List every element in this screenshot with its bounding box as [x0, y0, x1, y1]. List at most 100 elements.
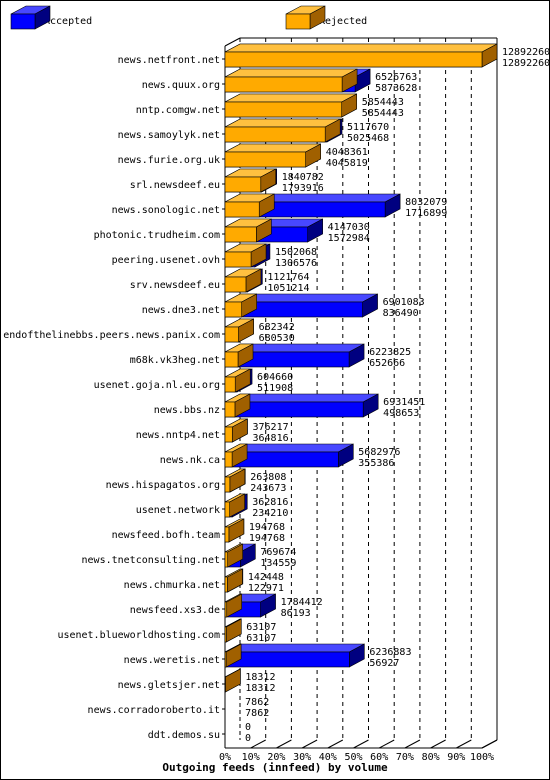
category-label: news.dne3.net	[142, 305, 220, 316]
floor-line	[301, 739, 318, 749]
value-label-rejected: 1306576	[275, 258, 317, 269]
value-label-accepted: 769674	[260, 547, 296, 558]
value-label-rejected: 680530	[259, 333, 295, 344]
value-label-accepted: 142448	[248, 572, 284, 583]
legend-swatch-rejected	[285, 5, 326, 30]
floor-line	[327, 739, 344, 749]
category-label: news.corradoroberto.it	[88, 705, 220, 716]
bar-rejected	[224, 118, 341, 143]
x-tick-label: 50%	[344, 752, 362, 763]
x-tick-label: 60%	[370, 752, 388, 763]
value-label-rejected: 12892260	[502, 58, 550, 69]
category-label: usenet.network	[136, 505, 220, 516]
value-label-accepted: 7862	[245, 697, 269, 708]
bar-rejected	[224, 618, 242, 643]
category-label: news.nk.ca	[160, 455, 220, 466]
bar-rejected	[224, 43, 498, 68]
depth-bottom	[481, 739, 498, 749]
bar-rejected	[224, 93, 358, 118]
bar-rejected	[224, 243, 267, 268]
value-label-accepted: 5117670	[347, 122, 389, 133]
bar-accepted	[224, 343, 365, 368]
value-label-accepted: 1502068	[275, 247, 317, 258]
value-label-rejected: 355386	[358, 458, 394, 469]
bar-accepted	[224, 643, 365, 668]
value-label-accepted: 376217	[252, 422, 288, 433]
bar-rejected	[224, 643, 242, 668]
floor-line	[456, 739, 472, 749]
floor-line	[378, 739, 395, 749]
bar-rejected	[224, 443, 248, 468]
bar-rejected	[224, 168, 277, 193]
value-label-rejected: 134559	[260, 558, 296, 569]
value-label-rejected: 194768	[249, 533, 285, 544]
x-tick-label: 0%	[219, 752, 231, 763]
value-label-rejected: 1793916	[282, 183, 324, 194]
value-label-rejected: 122971	[248, 583, 284, 594]
value-label-rejected: 243673	[250, 483, 286, 494]
bar-rejected	[224, 468, 246, 493]
bar-rejected	[224, 143, 321, 168]
value-label-rejected: 56927	[369, 658, 399, 669]
value-label-rejected: 5025468	[347, 133, 389, 144]
depth-top	[224, 37, 241, 47]
value-label-accepted: 18312	[245, 672, 275, 683]
value-label-accepted: 362816	[252, 497, 288, 508]
category-label: endofthelinebbs.peers.news.panix.com	[3, 330, 220, 341]
value-label-accepted: 8032079	[405, 197, 447, 208]
value-label-rejected: 18312	[245, 683, 275, 694]
bar-accepted	[224, 293, 378, 318]
value-label-accepted: 63107	[246, 622, 276, 633]
legend-label-accepted: Accepted	[44, 16, 92, 27]
bar-rejected	[224, 193, 275, 218]
value-label-accepted: 1840782	[282, 172, 324, 183]
category-label: srv.newsdeef.eu	[130, 280, 220, 291]
category-label: newsfeed.bofh.team	[112, 530, 220, 541]
value-label-accepted: 682342	[259, 322, 295, 333]
legend: Accepted Rejected	[10, 5, 367, 30]
value-label-accepted: 194768	[249, 522, 285, 533]
value-label-accepted: 6931451	[383, 397, 425, 408]
x-tick-label: 20%	[267, 752, 285, 763]
category-label: news.gletsjer.net	[118, 680, 220, 691]
value-label-rejected: 364816	[252, 433, 288, 444]
bar-rejected	[224, 318, 254, 343]
legend-swatch-accepted	[10, 5, 51, 30]
value-label-accepted: 263808	[250, 472, 286, 483]
legend-label-rejected: Rejected	[319, 16, 367, 27]
category-label: photonic.trudheim.com	[94, 230, 220, 241]
value-label-accepted: 6901083	[383, 297, 425, 308]
bar-rejected	[224, 268, 262, 293]
value-label-rejected: 498653	[383, 408, 419, 419]
value-label-accepted: 1784412	[281, 597, 323, 608]
value-label-rejected: 652666	[369, 358, 405, 369]
category-label: newsfeed.xs3.de	[130, 605, 220, 616]
bar-rejected	[224, 393, 251, 418]
value-label-rejected: 234210	[252, 508, 288, 519]
x-tick-label: 70%	[396, 752, 414, 763]
category-label: usenet.goja.nl.eu.org	[94, 380, 220, 391]
value-label-accepted: 6526763	[375, 72, 417, 83]
value-label-accepted: 1121764	[267, 272, 309, 283]
value-label-rejected: 1051214	[267, 283, 309, 294]
x-tick-label: 10%	[242, 752, 260, 763]
bar-rejected	[224, 593, 243, 618]
category-label: news.chmurka.net	[124, 580, 220, 591]
category-label: news.bbs.nz	[154, 405, 220, 416]
category-label: usenet.blueworldhosting.com	[57, 630, 220, 641]
bar-rejected	[224, 493, 245, 518]
